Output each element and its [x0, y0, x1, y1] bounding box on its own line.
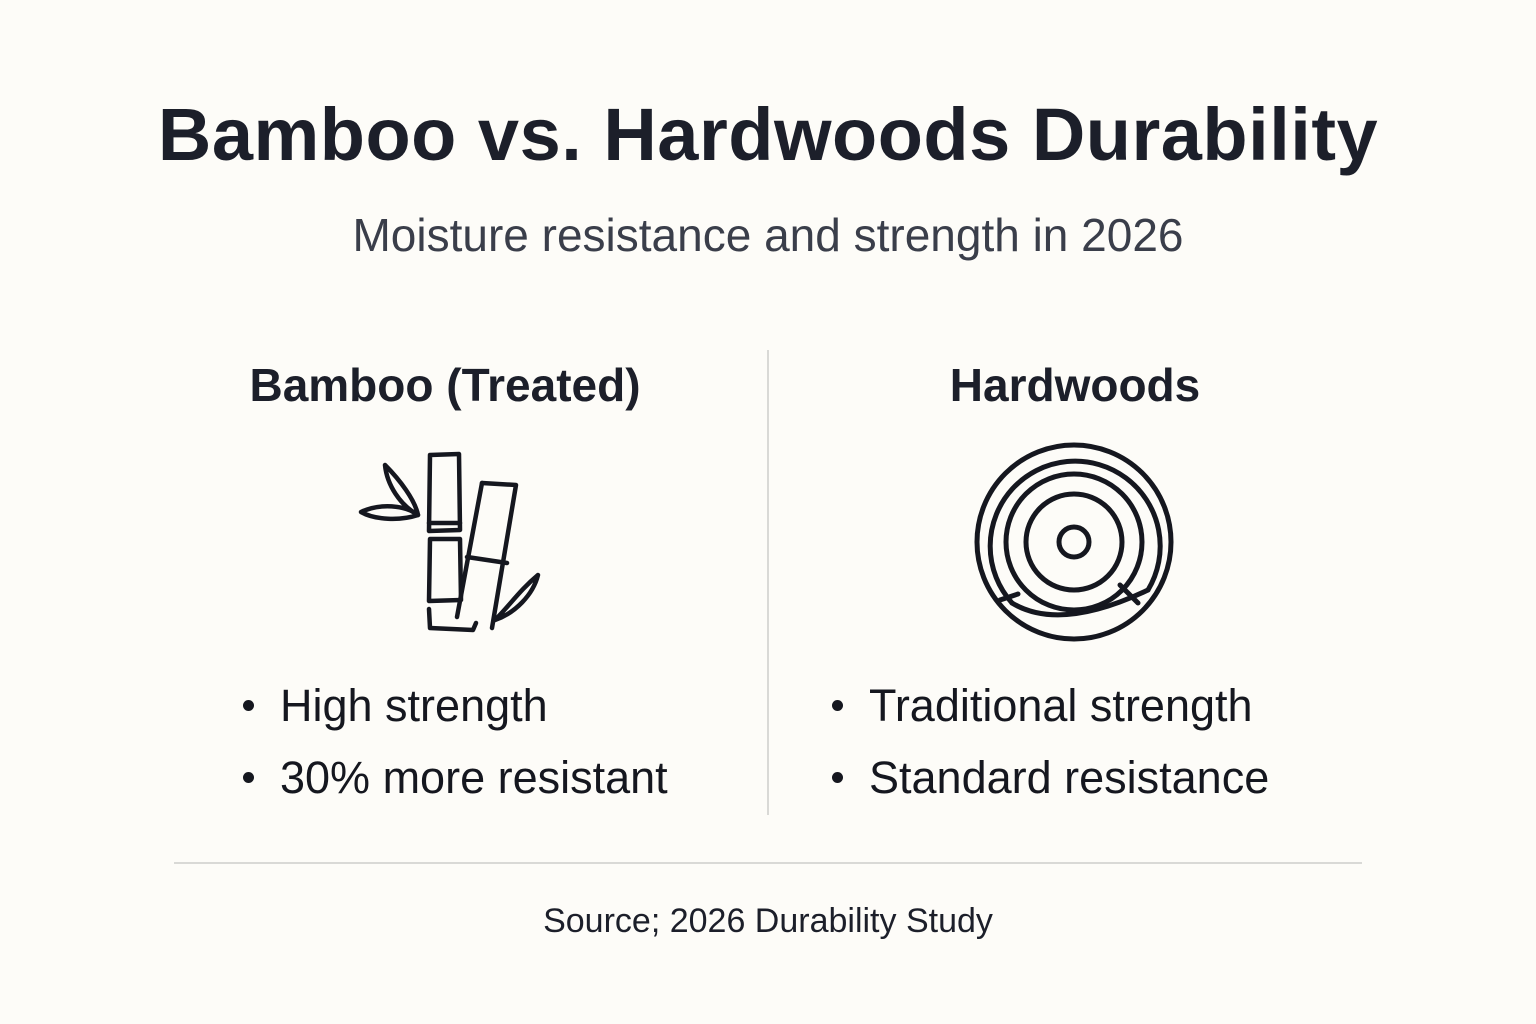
bullet-item: 30% more resistant	[243, 742, 668, 814]
bullet-dot-icon	[243, 771, 254, 783]
hardwoods-bullet-list: Traditional strength Standard resistance	[832, 670, 1269, 814]
bullet-dot-icon	[243, 699, 254, 711]
hardwoods-column: Hardwoods	[775, 350, 1375, 412]
bullet-dot-icon	[832, 699, 843, 711]
bullet-item: Standard resistance	[832, 742, 1269, 814]
tree-rings-icon	[974, 442, 1174, 642]
bamboo-column: Bamboo (Treated)	[145, 350, 745, 412]
vertical-divider	[767, 350, 769, 815]
page-subtitle: Moisture resistance and strength in 2026	[352, 209, 1184, 261]
bullet-item: High strength	[243, 670, 668, 742]
bullet-item: Traditional strength	[832, 670, 1269, 742]
page-title: Bamboo vs. Hardwoods Durability	[157, 93, 1379, 176]
bamboo-column-title: Bamboo (Treated)	[249, 359, 641, 411]
horizontal-divider	[174, 862, 1362, 864]
hardwoods-column-title: Hardwoods	[949, 359, 1201, 411]
bamboo-icon	[358, 451, 541, 633]
bamboo-bullet-list: High strength 30% more resistant	[243, 670, 668, 814]
bullet-dot-icon	[832, 771, 843, 783]
source-caption: Source; 2026 Durability Study	[543, 902, 993, 940]
